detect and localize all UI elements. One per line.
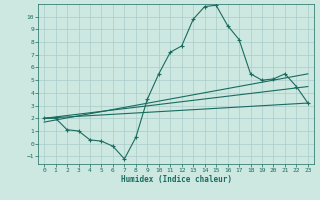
X-axis label: Humidex (Indice chaleur): Humidex (Indice chaleur) [121, 175, 231, 184]
